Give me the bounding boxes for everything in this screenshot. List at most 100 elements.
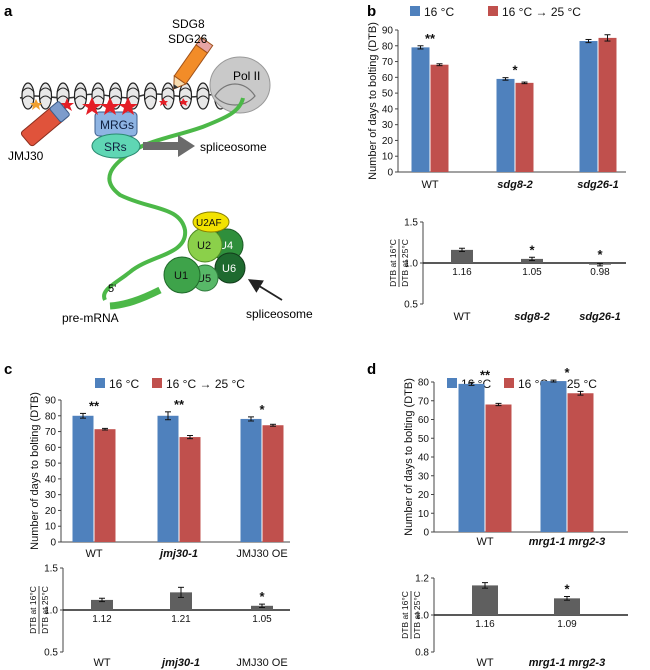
bar-16c — [240, 418, 262, 542]
y-tick-label: 60 — [382, 73, 394, 84]
nucleosome-dna-wrap — [179, 87, 192, 101]
y-tick-label: 1.5 — [44, 564, 58, 575]
srs-label: SRs — [104, 140, 127, 154]
u1-snrnp — [163, 256, 201, 294]
y-tick-label: 0.8 — [415, 648, 429, 659]
category-label: sdg8-2 — [514, 311, 549, 323]
u2af-label: U2AF — [196, 218, 222, 229]
y-axis-title: Number of days to bolting (DTB) — [29, 392, 41, 550]
legend-label-16c: 16 °C — [109, 377, 139, 391]
category-label: WT — [85, 548, 102, 560]
bar-shift — [430, 64, 449, 172]
significance-marker: ** — [174, 397, 185, 412]
category-label: sdg8-2 — [497, 179, 532, 191]
five-prime-label: 5' — [108, 283, 116, 295]
chart-d-ratio: 0.8 1.0 1.2 DTB at 16°C DTB at 25°C 1.16 1.09 *… — [400, 574, 628, 669]
category-label: mrg1-1 mrg2-3 — [529, 536, 605, 548]
category-label: sdg26-1 — [577, 179, 619, 191]
srs-ellipse — [91, 133, 141, 159]
legend-label-16c: 16 °C — [424, 5, 454, 19]
bar-shift — [94, 429, 116, 542]
bar-shift — [179, 437, 201, 542]
nucleosome-dna-wrap — [144, 87, 157, 101]
y-tick-label: 80 — [382, 41, 394, 52]
y-tick-label: 70 — [418, 396, 430, 407]
legend-c: 16 °C 16 °C → 25 °C — [95, 377, 245, 391]
u5-label: U5 — [197, 273, 211, 285]
chart-c-dtb: 0 10 20 30 40 50 60 70 80 90 Number of days to bol… — [29, 392, 290, 560]
u2-label: U2 — [197, 240, 211, 252]
y-tick-label: 1.0 — [44, 606, 58, 617]
significance-marker: ** — [89, 398, 100, 413]
pencil-icon — [173, 36, 214, 90]
significance-marker: ** — [480, 367, 491, 382]
y-tick-label: 50 — [45, 459, 57, 470]
ratio-value-label: 1.05 — [252, 614, 272, 625]
significance-marker: * — [259, 589, 265, 604]
y-tick-label: 40 — [382, 104, 394, 115]
legend-label-shift: 16 °C → 25 °C — [502, 5, 581, 19]
bar-shift — [485, 404, 512, 532]
nucleosome-dna-wrap — [74, 87, 87, 101]
nucleosome-dna-wrap — [196, 87, 210, 101]
category-label: jmj30-1 — [158, 548, 198, 560]
y-tick-label: 70 — [45, 427, 57, 438]
chart-c-ratio: 0.5 1.0 1.5 DTB at 16°C DTB at 25°C 1.12 1.21 1… — [28, 564, 290, 669]
u6-label: U6 — [222, 263, 236, 275]
category-label: mrg1-1 mrg2-3 — [529, 657, 605, 669]
ratio-ylabel-bottom: DTB at 25°C — [40, 586, 50, 634]
y-tick-label: 0 — [50, 538, 56, 549]
ratio-ylabel-bottom: DTB at 25°C — [412, 591, 422, 639]
jmj30-label: JMJ30 — [8, 149, 44, 163]
panel-letter-c: c — [4, 361, 12, 378]
panel-letter-d: d — [367, 361, 376, 378]
ratio-bar — [451, 249, 473, 263]
y-tick-label: 10 — [382, 152, 394, 163]
ratio-value-label: 1.05 — [522, 267, 542, 278]
pol2-dna-loop — [214, 83, 256, 106]
y-tick-label: 1.2 — [415, 574, 429, 585]
y-tick-label: 1.0 — [415, 611, 429, 622]
ratio-ylabel-top: DTB at 16°C — [400, 591, 410, 639]
y-tick-label: 30 — [45, 490, 57, 501]
panel-letter-b: b — [367, 3, 376, 20]
h3k36-mark-star — [100, 97, 120, 115]
significance-marker: * — [529, 242, 535, 257]
y-tick-label: 10 — [45, 522, 57, 533]
y-tick-label: 1.0 — [404, 259, 418, 270]
legend-label-shift: 16 °C → 25 °C — [166, 377, 245, 391]
legend-swatch-red — [504, 378, 514, 388]
legend-b: 16 °C 16 °C → 25 °C — [410, 5, 581, 19]
significance-marker: * — [259, 402, 265, 417]
nucleosome-dna-wrap — [56, 87, 70, 101]
legend-swatch-red — [488, 6, 498, 16]
legend-swatch-blue — [95, 378, 105, 388]
y-tick-label: 40 — [418, 453, 430, 464]
y-axis-title: Number of days to bolting (DTB) — [367, 22, 379, 180]
category-label: jmj30-1 — [160, 657, 200, 669]
ratio-value-label: 1.16 — [475, 619, 495, 630]
y-tick-label: 0.5 — [404, 300, 418, 311]
sdg8-label: SDG8 — [172, 17, 205, 31]
category-label: sdg26-1 — [579, 311, 621, 323]
nucleosome-dna-wrap — [21, 87, 35, 101]
u1-label: U1 — [174, 270, 188, 282]
y-tick-label: 70 — [382, 57, 394, 68]
y-tick-label: 30 — [418, 471, 430, 482]
bar-16c — [540, 381, 567, 532]
significance-marker: * — [597, 247, 603, 262]
category-label: WT — [93, 657, 110, 669]
spliceosome-pointer-arrow — [247, 279, 283, 301]
y-tick-label: 40 — [45, 474, 57, 485]
y-tick-label: 20 — [418, 490, 430, 501]
y-tick-label: 60 — [418, 415, 430, 426]
u2af-factor — [192, 211, 230, 233]
nucleosome-dna-wrap — [39, 87, 52, 101]
y-tick-label: 20 — [382, 136, 394, 147]
y-tick-label: 10 — [418, 509, 430, 520]
ratio-ylabel-top: DTB at 16°C — [28, 586, 38, 634]
spliceosome-bottom-label: spliceosome — [246, 307, 313, 321]
ratio-ylabel-top: DTB at 16°C — [388, 239, 398, 287]
